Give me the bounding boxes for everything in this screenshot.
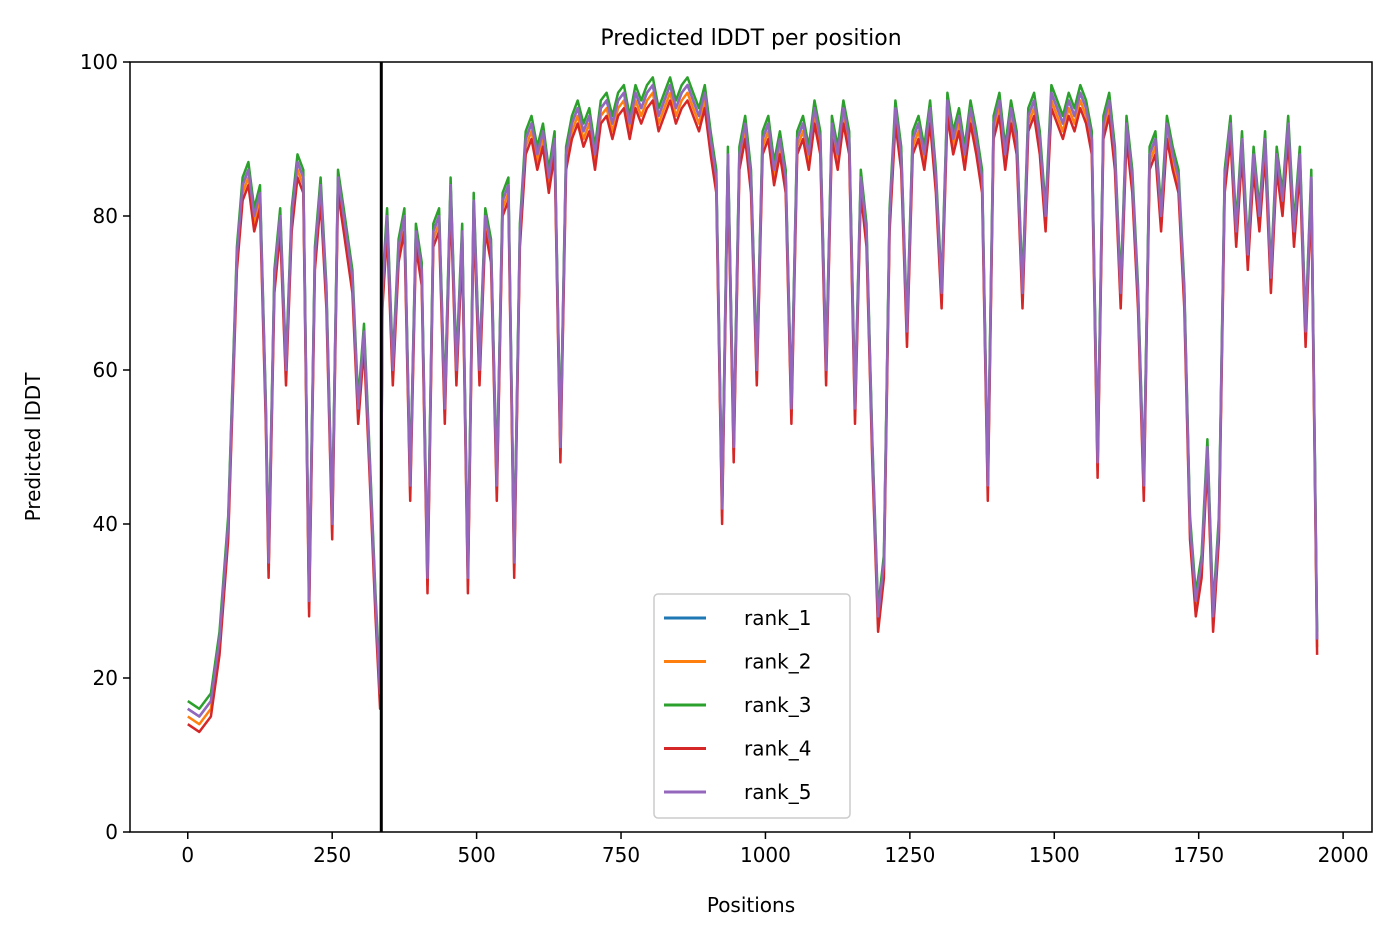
- x-axis-ticks: 0 250 500 750 1000 1250 1500 1750 2000: [181, 832, 1369, 867]
- legend-label: rank_1: [744, 606, 811, 630]
- y-tick-label: 100: [80, 50, 118, 74]
- legend-label: rank_5: [744, 780, 811, 804]
- y-axis-ticks: 0 20 40 60 80 100: [80, 50, 130, 844]
- x-tick-label: 250: [313, 843, 351, 867]
- legend-label: rank_2: [744, 650, 811, 674]
- legend: rank_1 rank_2 rank_3 rank_4 rank_5: [653, 593, 851, 819]
- x-tick-label: 1000: [740, 843, 791, 867]
- y-tick-label: 60: [93, 358, 118, 382]
- plot-area-frame: [129, 61, 1373, 833]
- y-tick-label: 20: [93, 666, 118, 690]
- x-tick-label: 1500: [1029, 843, 1080, 867]
- series-lines: [187, 76, 1319, 734]
- y-axis-label: Predicted lDDT: [21, 372, 45, 522]
- y-tick-label: 0: [105, 820, 118, 844]
- chart-title: Predicted lDDT per position: [600, 26, 901, 51]
- x-tick-label: 1750: [1173, 843, 1224, 867]
- y-tick-label: 80: [93, 204, 118, 228]
- x-tick-label: 1250: [884, 843, 935, 867]
- x-tick-label: 500: [458, 843, 496, 867]
- x-tick-label: 0: [181, 843, 194, 867]
- x-tick-label: 2000: [1318, 843, 1369, 867]
- legend-label: rank_3: [744, 693, 811, 717]
- y-tick-label: 40: [93, 512, 118, 536]
- x-tick-label: 750: [602, 843, 640, 867]
- series-line-rank_5: [187, 83, 1319, 718]
- x-axis-label: Positions: [707, 893, 795, 917]
- legend-box: [653, 593, 851, 819]
- legend-label: rank_4: [744, 737, 811, 761]
